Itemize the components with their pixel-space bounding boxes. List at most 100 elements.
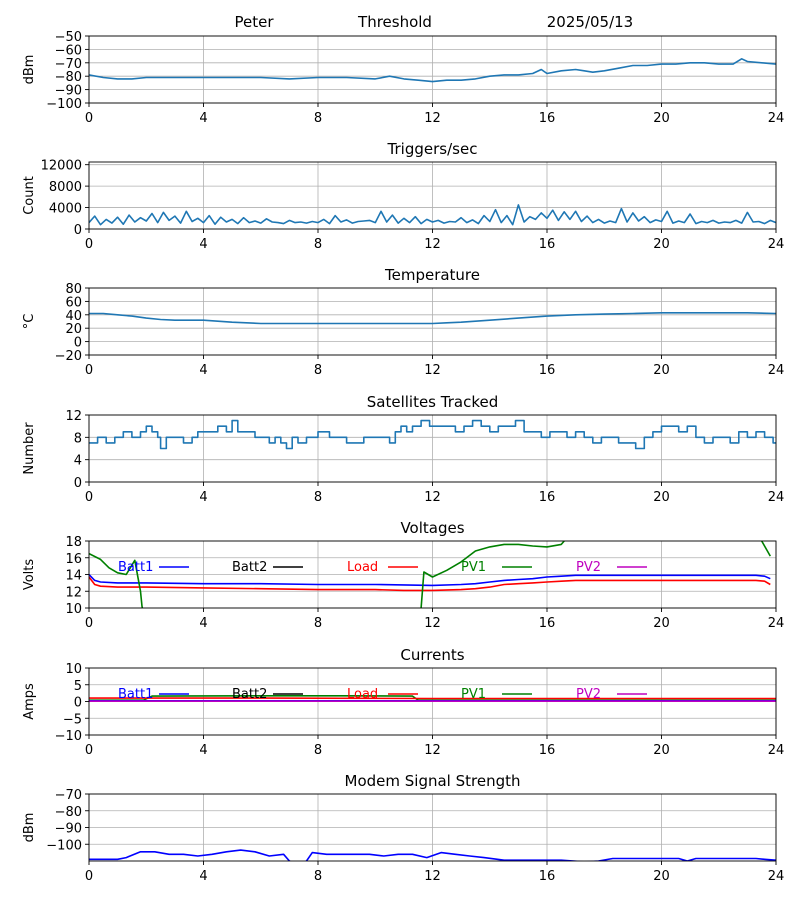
- y-tick-label: 16: [65, 552, 82, 567]
- chart-triggers: Triggers/sec Count 0 4 8 12 16 20 24 0 4000 8000 120…: [22, 140, 784, 252]
- y-tick-label: 40: [65, 309, 82, 324]
- x-tick-label: 8: [314, 869, 322, 884]
- y-tick-label: 5: [74, 679, 82, 694]
- y-tick-label: −100: [46, 838, 82, 853]
- x-tick-label: 20: [653, 490, 670, 505]
- y-tick-label: 80: [65, 282, 82, 297]
- x-tick-label: 0: [85, 490, 93, 505]
- y-tick-label: −10: [55, 729, 82, 744]
- x-tick-label: 12: [424, 616, 441, 631]
- y-tick-label: −60: [55, 43, 82, 58]
- x-tick-label: 20: [653, 616, 670, 631]
- y-tick-label: 14: [65, 569, 82, 584]
- x-tick-label: 24: [768, 490, 785, 505]
- x-tick-label: 4: [199, 237, 207, 252]
- legend-label-pv1: PV1: [461, 560, 486, 575]
- y-tick-label: −70: [55, 57, 82, 72]
- header-date: 2025/05/13: [547, 13, 633, 31]
- y-tick-label: 0: [74, 476, 82, 491]
- y-tick-label: 4000: [49, 202, 82, 217]
- chart-title: Voltages: [400, 519, 464, 537]
- x-tick-label: 0: [85, 363, 93, 378]
- x-tick-label: 24: [768, 363, 785, 378]
- x-tick-label: 20: [653, 363, 670, 378]
- x-tick-label: 8: [314, 237, 322, 252]
- chart-currents: Currents Amps Batt1 Batt2 Load PV1 PV2 0 4 8 12 16 2…: [22, 646, 784, 758]
- x-tick-label: 16: [539, 490, 556, 505]
- series-group: [89, 204, 776, 226]
- y-tick-label: 0: [74, 696, 82, 711]
- series-line-temperature: [89, 311, 776, 325]
- chart-title: Currents: [400, 646, 464, 664]
- y-tick-label: −80: [55, 70, 82, 85]
- legend-label-batt2: Batt2: [232, 560, 267, 575]
- x-tick-label: 0: [85, 111, 93, 126]
- legend-label-pv2: PV2: [576, 687, 601, 702]
- x-tick-label: 8: [314, 616, 322, 631]
- x-tick-label: 4: [199, 490, 207, 505]
- x-tick-label: 16: [539, 237, 556, 252]
- chart-satellites: Satellites Tracked Number 0 4 8 12 16 20 24 0 4 8 12: [22, 393, 784, 505]
- series-group: [89, 541, 771, 608]
- y-axis-label: Number: [22, 422, 37, 475]
- y-tick-label: 0: [74, 223, 82, 238]
- x-tick-label: 24: [768, 111, 785, 126]
- series-line-batt1: [89, 573, 771, 587]
- y-tick-label: 12000: [41, 159, 82, 174]
- series-group: [89, 57, 776, 83]
- y-tick-label: −90: [55, 822, 82, 837]
- x-tick-label: 16: [539, 616, 556, 631]
- chart-title: Modem Signal Strength: [345, 772, 521, 790]
- y-tick-label: −100: [46, 97, 82, 112]
- x-tick-label: 0: [85, 743, 93, 758]
- y-axis-label: Volts: [22, 559, 37, 591]
- y-tick-label: 12: [65, 585, 82, 600]
- y-tick-label: 8000: [49, 180, 82, 195]
- x-tick-label: 0: [85, 237, 93, 252]
- x-tick-label: 4: [199, 363, 207, 378]
- y-tick-label: 18: [65, 535, 82, 550]
- y-tick-label: −80: [55, 805, 82, 820]
- chart-title: Triggers/sec: [387, 140, 478, 158]
- legend-label-load: Load: [347, 687, 378, 702]
- y-tick-label: 10: [65, 662, 82, 677]
- x-tick-label: 12: [424, 490, 441, 505]
- series-group: [89, 694, 776, 703]
- series-line-triggers: [89, 204, 776, 226]
- x-tick-label: 20: [653, 743, 670, 758]
- chart-voltages: Voltages Volts Batt1 Batt2 Load PV1 PV2 0 4 8 12 16…: [22, 519, 784, 631]
- x-tick-label: 16: [539, 363, 556, 378]
- x-tick-label: 0: [85, 616, 93, 631]
- header-site: Peter: [234, 13, 274, 31]
- y-tick-label: 20: [65, 322, 82, 337]
- x-tick-label: 24: [768, 743, 785, 758]
- y-axis-label: dBm: [22, 55, 37, 85]
- x-tick-label: 12: [424, 237, 441, 252]
- x-tick-label: 0: [85, 869, 93, 884]
- y-tick-label: 0: [74, 336, 82, 351]
- y-tick-label: −50: [55, 30, 82, 45]
- series-line-modem: [89, 849, 776, 861]
- x-tick-label: 4: [199, 111, 207, 126]
- x-tick-label: 8: [314, 490, 322, 505]
- series-line-pv1: [89, 694, 776, 702]
- series-line-threshold: [89, 57, 776, 83]
- y-tick-label: −70: [55, 788, 82, 803]
- x-tick-label: 8: [314, 111, 322, 126]
- x-tick-label: 8: [314, 363, 322, 378]
- y-tick-label: 8: [74, 431, 82, 446]
- chart-title: Satellites Tracked: [367, 393, 498, 411]
- legend-label-pv2: PV2: [576, 560, 601, 575]
- x-tick-label: 20: [653, 111, 670, 126]
- x-tick-label: 8: [314, 743, 322, 758]
- chart-title: Temperature: [384, 266, 480, 284]
- x-tick-label: 20: [653, 237, 670, 252]
- y-tick-label: −5: [63, 712, 82, 727]
- legend-label-pv1: PV1: [461, 687, 486, 702]
- y-axis-label: Count: [22, 176, 37, 215]
- y-tick-label: 60: [65, 295, 82, 310]
- x-tick-label: 12: [424, 869, 441, 884]
- x-tick-label: 4: [199, 743, 207, 758]
